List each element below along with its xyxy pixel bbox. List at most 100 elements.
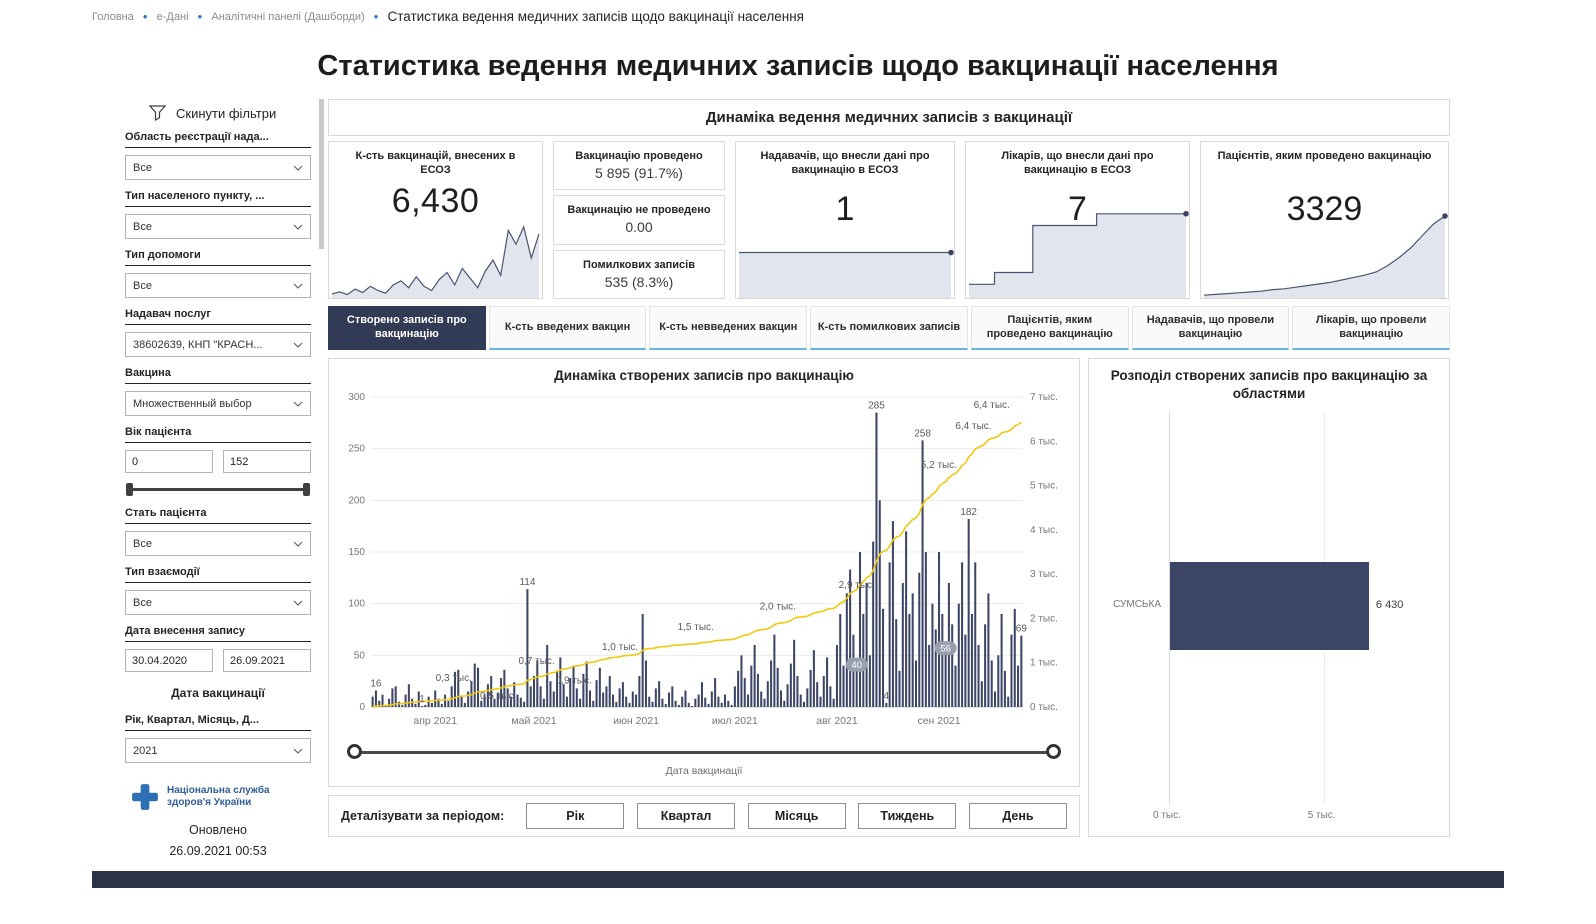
reset-filters-label: Скинути фільтри	[176, 105, 277, 121]
chevron-down-icon	[293, 165, 303, 171]
filter-select-value: Все	[133, 537, 152, 550]
nszu-logo: Національна служба здоров'я України	[131, 783, 311, 811]
period-button-day[interactable]: День	[969, 802, 1067, 829]
filter-care-select[interactable]: Все	[125, 273, 311, 298]
svg-text:7 тыс.: 7 тыс.	[1030, 392, 1058, 403]
vaccination-date-heading: Дата вакцинації	[171, 686, 265, 700]
filter-region-select[interactable]: Все	[125, 155, 311, 180]
filter-label: Вік пацієнта	[125, 426, 311, 443]
period-button-week[interactable]: Тиждень	[858, 802, 957, 829]
svg-text:300: 300	[348, 392, 365, 403]
record-date-from-input[interactable]: 30.04.2020	[125, 649, 213, 672]
tab-erroneous-records[interactable]: К-сть помилкових записів	[810, 306, 968, 350]
kpi-card-vaccinations-total[interactable]: К-сть вакцинацій, внесених в ЕСОЗ 6,430	[328, 141, 543, 299]
svg-text:1 тыс.: 1 тыс.	[1030, 657, 1058, 668]
kpi-card-title: Помилкових записів	[583, 258, 695, 271]
tab-providers[interactable]: Надавачів, що провели вакцинацію	[1131, 306, 1290, 350]
filter-year-select[interactable]: 2021	[125, 738, 311, 763]
tab-vaccinated-patients[interactable]: Пацієнтів, яким проведено вакцинацію	[970, 306, 1129, 350]
tab-doctors[interactable]: Лікарів, що провели вакцинацію	[1292, 306, 1451, 350]
svg-text:июн 2021: июн 2021	[613, 715, 659, 727]
vaccination-dynamics-chart[interactable]: 0 50 100 150 200 250 300 0 тыс. 1 тыс. 2 тыс. 3 ты…	[337, 385, 1071, 737]
slider-track	[128, 488, 308, 491]
period-button-month[interactable]: Місяць	[747, 802, 846, 829]
tab-not-administered-vaccines[interactable]: К-сть невведених вакцин	[649, 306, 808, 350]
breadcrumb-link-edata[interactable]: е-Дані	[156, 10, 189, 23]
page-title: Статистика ведення медичних записів щодо…	[317, 50, 1279, 82]
svg-text:16: 16	[370, 678, 382, 689]
tab-administered-vaccines[interactable]: К-сть введених вакцин	[488, 306, 647, 350]
charts-row: Динаміка створених записів про вакцинаці…	[328, 357, 1450, 837]
breadcrumb-link-home[interactable]: Головна	[92, 10, 134, 23]
period-label: Деталізувати за періодом:	[341, 808, 505, 823]
filter-vaccine-select[interactable]: Множественный выбор	[125, 391, 311, 416]
kpi-card-providers[interactable]: Надавачів, що внесли дані про вакцинацію…	[735, 141, 955, 299]
filter-provider: Надавач послуг 38602639, КНП "КРАСН...	[125, 308, 311, 357]
breadcrumb-separator-icon: ●	[197, 12, 203, 21]
kpi-card-value: 0.00	[625, 219, 653, 236]
age-max-input[interactable]: 152	[223, 450, 311, 473]
region-axis-tick: 5 тыс.	[1307, 810, 1336, 822]
metric-tabs: Створено записів про вакцинацію К-сть вв…	[328, 306, 1451, 350]
filter-interaction-select[interactable]: Все	[125, 590, 311, 615]
sparkline-chart	[969, 210, 1189, 298]
svg-text:авг 2021: авг 2021	[816, 715, 858, 727]
svg-text:200: 200	[348, 495, 365, 506]
scrollbar-thumb[interactable]	[319, 99, 324, 249]
region-chart-box: Розподіл створених записів про вакцинаці…	[1088, 357, 1450, 837]
chevron-down-icon	[293, 600, 303, 606]
sparkline-chart	[739, 249, 954, 298]
breadcrumb-link-dashboards[interactable]: Аналітичні панелі (Дашборди)	[211, 10, 365, 23]
svg-text:0,3 тыс.: 0,3 тыс.	[436, 672, 472, 683]
period-button-year[interactable]: Рік	[526, 802, 625, 829]
svg-text:1,0 тыс.: 1,0 тыс.	[602, 642, 638, 653]
svg-text:6,4 тыс.: 6,4 тыс.	[974, 400, 1010, 411]
filter-settlement-type: Тип населеного пункту, ... Все	[125, 190, 311, 239]
svg-text:285: 285	[868, 400, 885, 411]
age-range-slider[interactable]	[126, 483, 310, 497]
period-box: Деталізувати за періодом: Рік Квартал Мі…	[328, 794, 1080, 837]
report-content: Скинути фільтри Область реєстрації нада.…	[125, 99, 1451, 858]
kpi-card-erroneous[interactable]: Помилкових записів 535 (8.3%)	[553, 249, 725, 299]
kpi-card-title: Пацієнтів, яким проведено вакцинацію	[1217, 150, 1432, 162]
filter-settlement-select[interactable]: Все	[125, 214, 311, 239]
region-axis-line	[1169, 411, 1170, 805]
kpi-card-not-performed[interactable]: Вакцинацію не проведено 0.00	[553, 195, 725, 245]
svg-text:май 2021: май 2021	[511, 715, 556, 727]
filter-provider-select[interactable]: 38602639, КНП "КРАСН...	[125, 332, 311, 357]
slider-handle-left[interactable]	[126, 483, 133, 496]
date-range-slider[interactable]	[347, 742, 1061, 762]
panel-title: Динаміка ведення медичних записів з вакц…	[328, 99, 1450, 136]
chevron-down-icon	[293, 342, 303, 348]
updated-label: Оновлено	[188, 823, 248, 837]
slider-handle-left[interactable]	[347, 743, 362, 759]
age-min-input[interactable]: 0	[125, 450, 213, 473]
kpi-card-value: 5 895 (91.7%)	[595, 165, 683, 182]
tab-created-records[interactable]: Створено записів про вакцинацію	[328, 306, 486, 350]
filter-record-date: Дата внесення запису 30.04.2020 26.09.20…	[125, 625, 311, 672]
filter-sex-select[interactable]: Все	[125, 531, 311, 556]
svg-text:0,9 тыс.: 0,9 тыс.	[556, 675, 592, 686]
chevron-down-icon	[293, 748, 303, 754]
kpi-stat-column: Вакцинацію проведено 5 895 (91.7%) Вакци…	[553, 141, 725, 299]
region-bar-chart[interactable]: СУМСЬКА 6 430 0 тыс. 5 тыс.	[1099, 407, 1439, 830]
filters-panel: Скинути фільтри Область реєстрації нада.…	[125, 99, 311, 858]
kpi-card-doctors[interactable]: Лікарів, що внесли дані про вакцинацію в…	[965, 141, 1190, 299]
record-date-to-input[interactable]: 26.09.2021	[223, 649, 311, 672]
medical-cross-icon	[132, 784, 158, 810]
filter-label: Надавач послуг	[125, 308, 311, 325]
filter-vaccine: Вакцина Множественный выбор	[125, 367, 311, 416]
kpi-card-patients[interactable]: Пацієнтів, яким проведено вакцинацію 332…	[1200, 141, 1449, 299]
filter-date-hierarchy: Рік, Квартал, Місяць, Д... 2021	[125, 714, 311, 763]
slider-handle-right[interactable]	[1046, 743, 1061, 759]
nszu-logo-text: Національна служба здоров'я України	[167, 784, 270, 809]
kpi-card-value: 3329	[1286, 190, 1363, 228]
reset-filters-button[interactable]: Скинути фільтри	[149, 105, 311, 121]
kpi-card-title: Вакцинацію не проведено	[567, 204, 711, 217]
period-button-quarter[interactable]: Квартал	[636, 802, 735, 829]
filter-label: Тип населеного пункту, ...	[125, 190, 311, 207]
kpi-card-performed[interactable]: Вакцинацію проведено 5 895 (91.7%)	[553, 141, 725, 191]
slider-handle-right[interactable]	[303, 483, 310, 496]
region-bar[interactable]	[1170, 562, 1369, 651]
filter-select-value: Все	[133, 161, 152, 174]
